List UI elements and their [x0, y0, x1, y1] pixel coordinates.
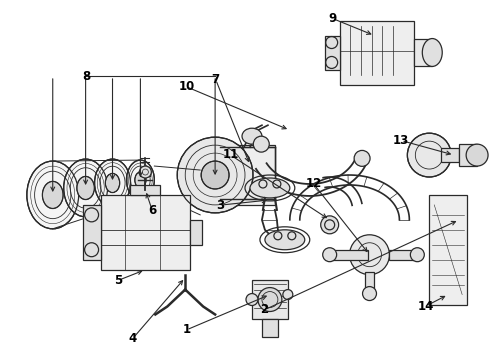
Text: 3: 3 [217, 199, 224, 212]
Circle shape [410, 248, 424, 262]
Ellipse shape [135, 172, 146, 188]
Text: 10: 10 [178, 80, 195, 93]
Text: 11: 11 [222, 148, 239, 161]
Text: 9: 9 [329, 12, 337, 25]
Bar [220, 147, 275, 199]
Circle shape [363, 287, 376, 301]
Text: 7: 7 [212, 73, 220, 86]
Text: 2: 2 [261, 303, 269, 316]
Bar [325, 36, 340, 71]
Bar [429, 195, 467, 305]
Text: 1: 1 [182, 323, 191, 336]
Ellipse shape [422, 39, 442, 67]
Circle shape [321, 216, 339, 234]
Text: 13: 13 [393, 134, 409, 147]
Bar [415, 39, 432, 67]
Circle shape [407, 133, 451, 177]
Circle shape [253, 136, 270, 152]
Ellipse shape [265, 230, 305, 250]
Text: 12: 12 [305, 177, 321, 190]
Circle shape [258, 288, 282, 311]
Text: 6: 6 [148, 204, 156, 217]
Ellipse shape [177, 137, 253, 213]
Ellipse shape [42, 181, 63, 208]
Bar [365, 272, 374, 293]
Circle shape [323, 248, 337, 262]
Ellipse shape [95, 159, 130, 207]
Ellipse shape [201, 161, 229, 189]
Text: 5: 5 [114, 274, 122, 287]
Ellipse shape [105, 174, 120, 193]
Text: 4: 4 [128, 332, 137, 345]
Circle shape [349, 235, 390, 275]
Bar [205, 145, 275, 205]
Ellipse shape [27, 161, 78, 229]
Bar [100, 195, 190, 270]
Text: 8: 8 [82, 69, 91, 82]
Bar [390, 250, 417, 260]
Bar [252, 280, 288, 319]
Ellipse shape [242, 128, 262, 144]
Bar [130, 185, 160, 195]
Circle shape [283, 289, 293, 300]
Bar [330, 250, 368, 260]
Bar [190, 220, 202, 245]
Ellipse shape [126, 160, 154, 200]
Ellipse shape [64, 159, 107, 217]
Ellipse shape [77, 176, 95, 199]
Bar [83, 205, 100, 260]
Text: 14: 14 [417, 300, 434, 313]
Bar [459, 144, 477, 166]
Ellipse shape [466, 144, 488, 166]
Bar [340, 21, 415, 85]
Circle shape [354, 150, 370, 166]
Circle shape [140, 166, 151, 178]
Bar [262, 319, 278, 337]
Circle shape [246, 293, 258, 306]
Ellipse shape [250, 178, 290, 198]
Bar [441, 148, 459, 162]
